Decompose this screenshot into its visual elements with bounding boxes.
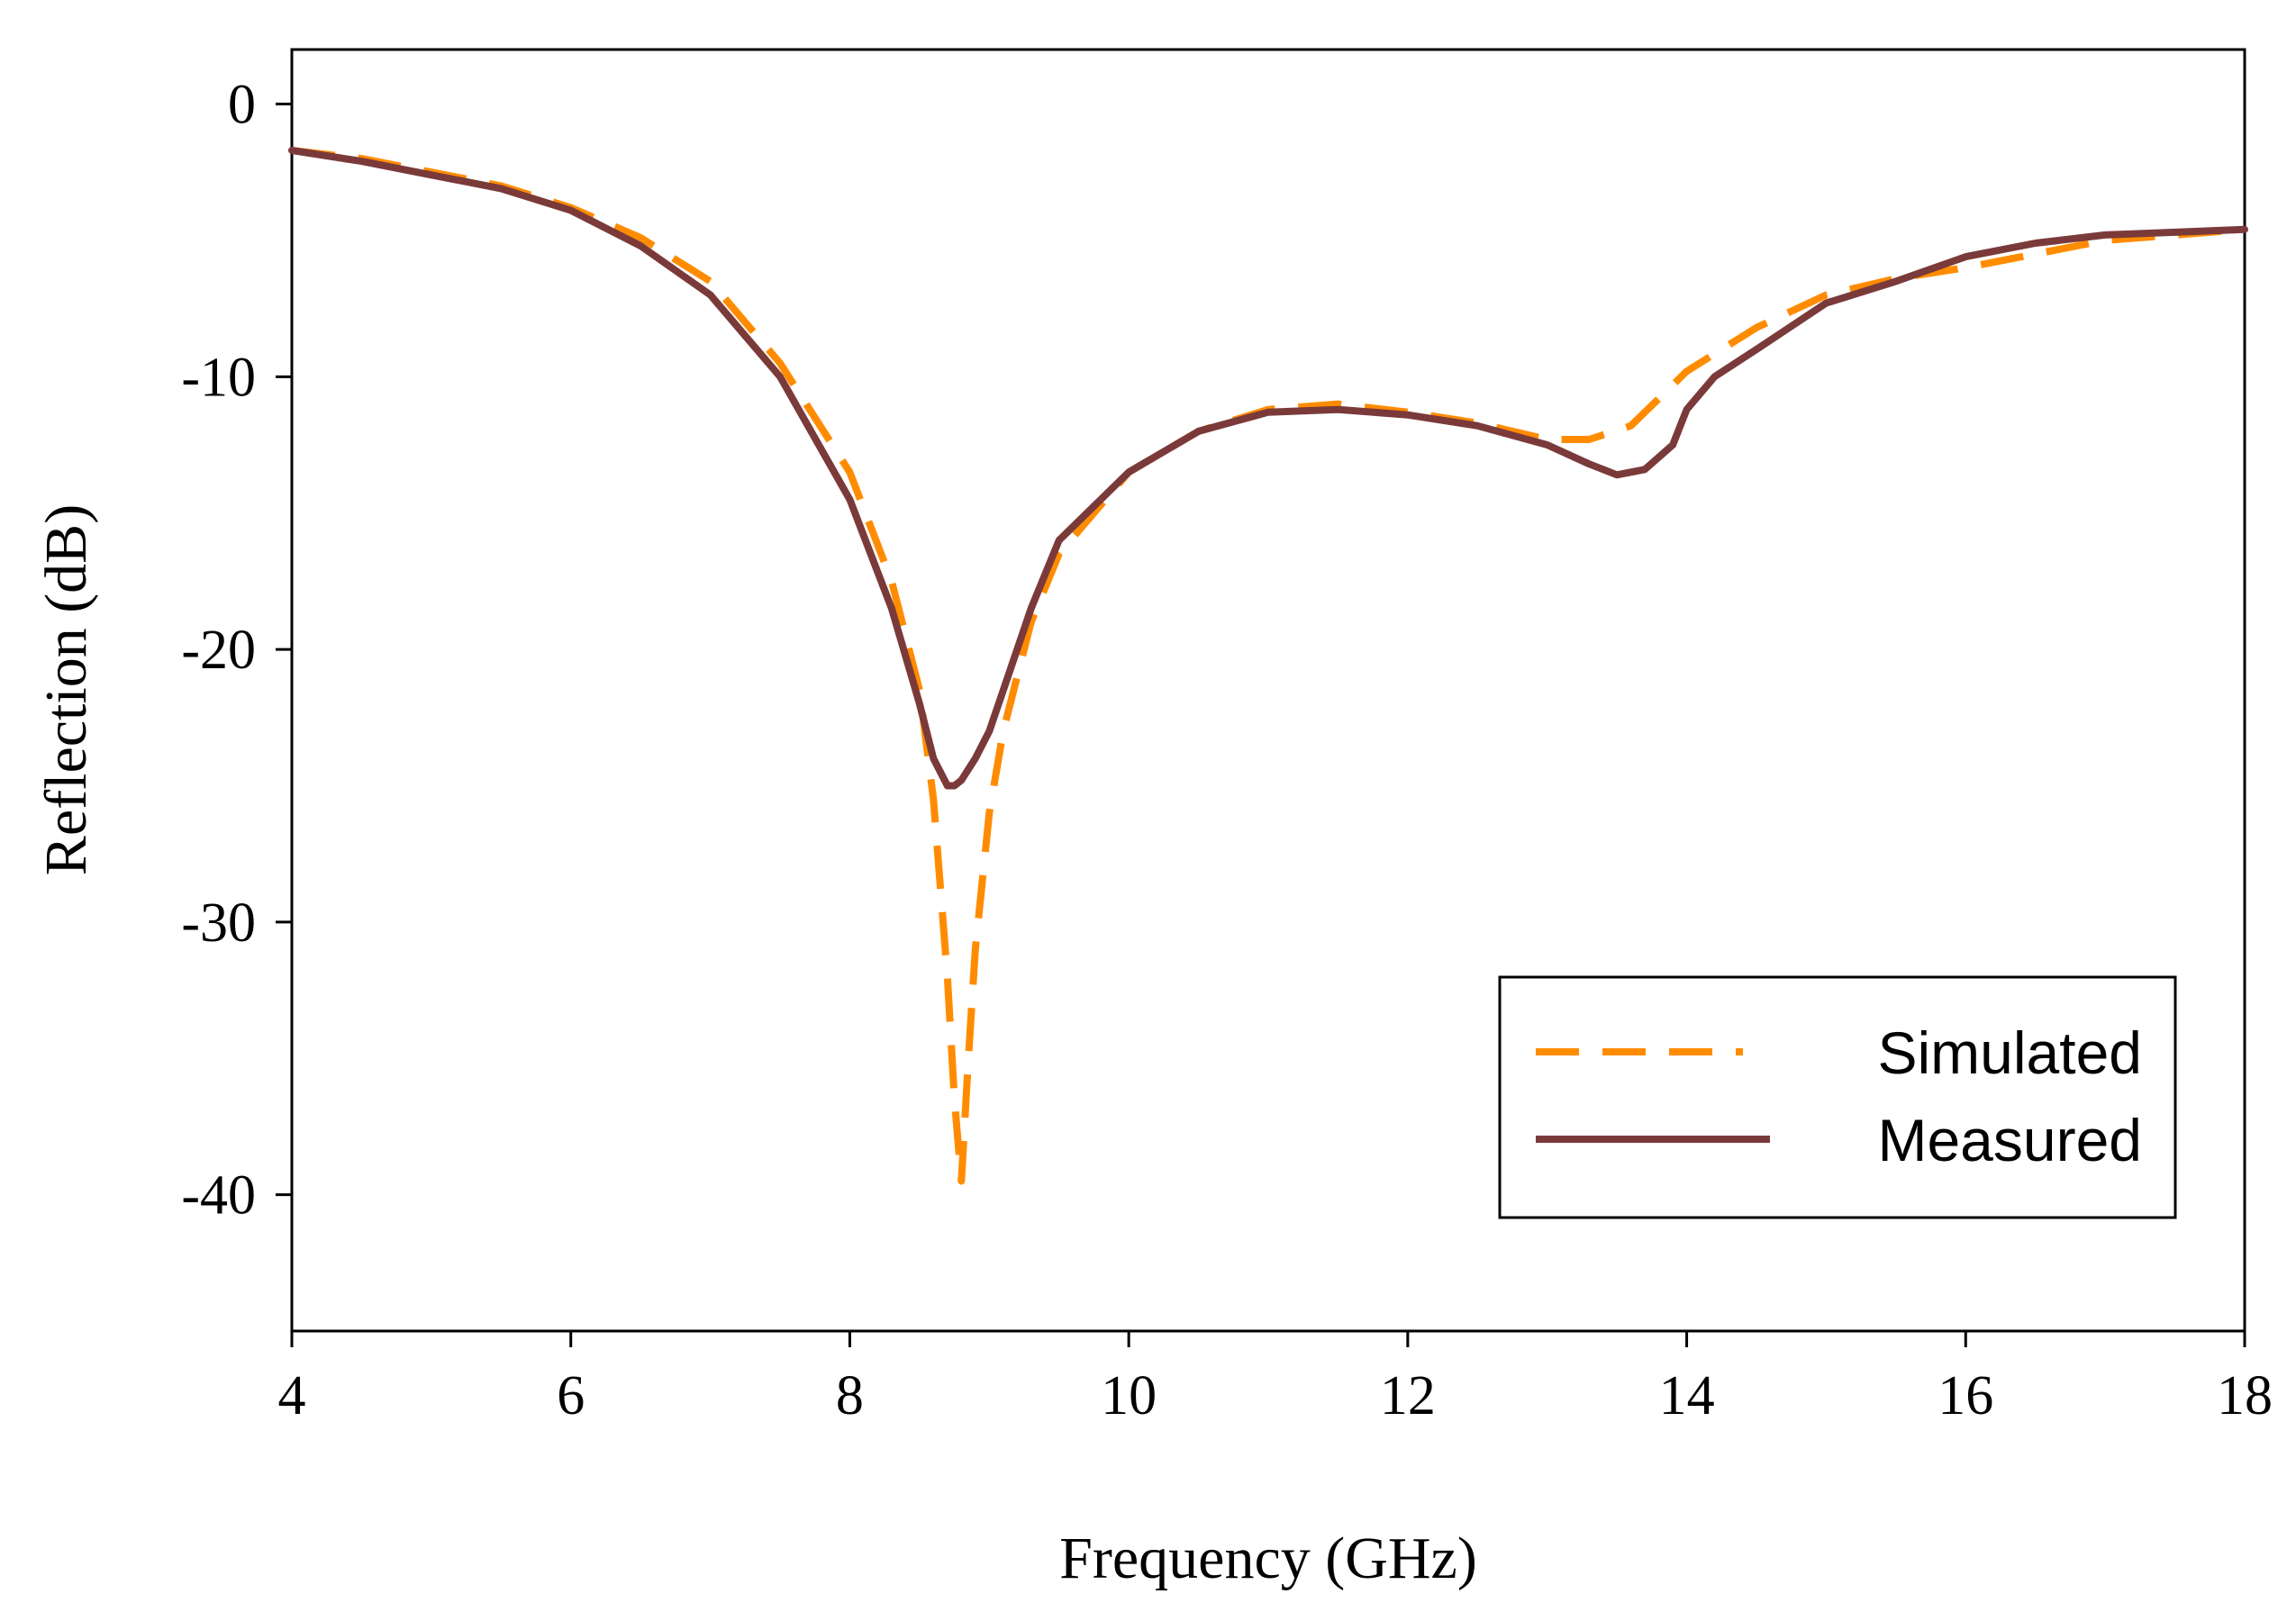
legend-simulated-label: Simulated — [1878, 1019, 2143, 1086]
x-tick-label: 18 — [2217, 1365, 2273, 1426]
x-axis-ticks: 4 6 8 10 12 14 16 18 — [278, 1331, 2273, 1426]
x-tick-label: 14 — [1659, 1365, 1715, 1426]
y-tick-label: -20 — [181, 620, 256, 681]
legend-measured-label: Measured — [1878, 1107, 2143, 1173]
x-tick-label: 12 — [1380, 1365, 1436, 1426]
x-tick-label: 4 — [278, 1365, 306, 1426]
x-tick-label: 10 — [1101, 1365, 1157, 1426]
y-tick-label: 0 — [228, 75, 256, 136]
series-layer — [288, 147, 2248, 1185]
x-axis-title: Frequency (GHz) — [1059, 1526, 1477, 1591]
y-tick-label: -40 — [181, 1165, 256, 1227]
y-tick-label: -10 — [181, 347, 256, 408]
y-axis-title: Reflection (dB) — [33, 504, 99, 875]
legend: Simulated Measured — [1498, 975, 2177, 1219]
y-axis-ticks: 0 -10 -20 -30 -40 — [181, 75, 292, 1227]
x-tick-label: 16 — [1938, 1365, 1993, 1426]
legend-box — [1498, 975, 2177, 1219]
x-tick-label: 6 — [557, 1365, 585, 1426]
y-tick-label: -30 — [181, 892, 256, 954]
x-tick-label: 8 — [836, 1365, 864, 1426]
series-line-measured — [288, 147, 2248, 790]
series-line-simulated — [291, 147, 2246, 1185]
